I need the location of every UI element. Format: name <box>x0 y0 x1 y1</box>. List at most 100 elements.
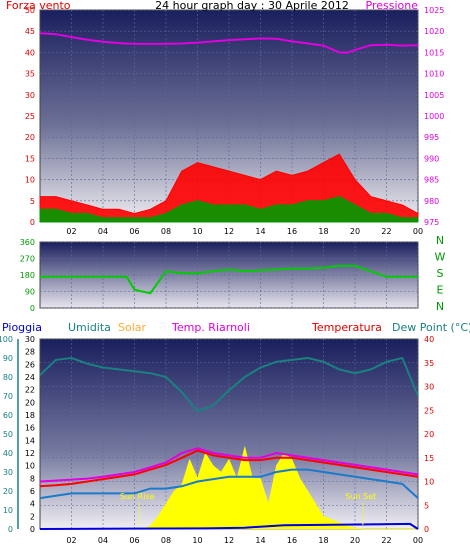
direction-tick-label: 360 <box>20 238 35 247</box>
pressure-axis-label: Pressione <box>366 0 419 12</box>
pressure-tick-label: 1025 <box>424 6 444 15</box>
x-tick-label: 00 <box>413 227 423 236</box>
compass-label: W <box>435 251 446 264</box>
x-tick-label: 08 <box>161 536 171 545</box>
rain-label: Pioggia <box>2 321 42 334</box>
series-line-dew-point-c <box>39 468 419 500</box>
humidity-tick-label: 10 <box>3 506 13 515</box>
compass-label: E <box>437 284 444 297</box>
solar-tick-label: 2 <box>30 512 35 521</box>
compass-label: N <box>436 234 444 247</box>
x-tick-label: 02 <box>66 227 76 236</box>
series-line-pressione <box>39 32 419 54</box>
pressure-tick-label: 1015 <box>424 48 444 57</box>
temperature-tick-label: 0 <box>424 525 429 534</box>
wind-tick-label: 5 <box>30 197 35 206</box>
x-tick-label: 18 <box>318 227 328 236</box>
x-tick-label: 18 <box>318 536 328 545</box>
x-tick-label: 10 <box>192 536 202 545</box>
x-tick-label: 16 <box>287 536 297 545</box>
pressure-tick-label: 980 <box>424 197 439 206</box>
compass-label: N <box>436 300 444 313</box>
humidity-tick-label: 20 <box>3 487 13 496</box>
humidity-tick-label: 60 <box>3 411 13 420</box>
x-tick-label: 02 <box>66 536 76 545</box>
humidity-tick-label: 90 <box>3 354 13 363</box>
solar-tick-label: 28 <box>25 348 35 357</box>
solar-tick-label: 20 <box>25 398 35 407</box>
x-tick-label: 00 <box>413 536 423 545</box>
wind-tick-label: 35 <box>25 70 35 79</box>
solar-tick-label: 8 <box>30 474 35 483</box>
solar-tick-label: 26 <box>25 360 35 369</box>
temperature-tick-label: 20 <box>424 430 434 439</box>
wind-tick-label: 15 <box>25 154 35 163</box>
series-area-vento-medio <box>39 196 419 223</box>
x-tick-label: 12 <box>224 227 234 236</box>
solar-label: Solar <box>118 321 147 334</box>
temperature-tick-label: 40 <box>424 335 434 344</box>
direction-tick-label: 0 <box>30 304 35 313</box>
temperature-label: Temperatura <box>311 321 382 334</box>
wind-tick-label: 10 <box>25 176 35 185</box>
x-tick-label: 12 <box>224 536 234 545</box>
x-tick-label: 06 <box>129 227 139 236</box>
humidity-tick-label: 0 <box>8 525 13 534</box>
temperature-tick-label: 10 <box>424 478 434 487</box>
sunrise-annotation: Sun Rise <box>120 492 155 501</box>
humidity-tick-label: 100 <box>0 335 13 344</box>
temperature-tick-label: 30 <box>424 383 434 392</box>
x-tick-label: 20 <box>350 227 360 236</box>
solar-tick-label: 24 <box>25 373 35 382</box>
humidity-tick-label: 70 <box>3 392 13 401</box>
wind-tick-label: 25 <box>25 112 35 121</box>
chart-title: 24 hour graph day : 30 Aprile 2012 <box>155 0 349 12</box>
humidity-tick-label: 50 <box>3 430 13 439</box>
pressure-tick-label: 1005 <box>424 91 444 100</box>
x-tick-label: 04 <box>98 227 108 236</box>
direction-tick-label: 270 <box>20 255 35 264</box>
solar-tick-label: 18 <box>25 411 35 420</box>
direction-tick-label: 90 <box>25 288 35 297</box>
solar-tick-label: 30 <box>25 335 35 344</box>
x-tick-label: 14 <box>255 227 265 236</box>
wind-tick-label: 20 <box>25 133 35 142</box>
x-tick-label: 04 <box>98 536 108 545</box>
wind-tick-label: 40 <box>25 48 35 57</box>
series-line-direzione <box>40 264 418 295</box>
wind-tick-label: 50 <box>25 6 35 15</box>
direction-tick-label: 180 <box>20 271 35 280</box>
solar-tick-label: 14 <box>25 436 35 445</box>
x-tick-label: 06 <box>129 536 139 545</box>
x-tick-label: 10 <box>192 227 202 236</box>
series-line-temperatura <box>39 449 419 488</box>
temperature-tick-label: 25 <box>424 406 434 415</box>
x-tick-label: 22 <box>381 536 391 545</box>
x-tick-label: 20 <box>350 536 360 545</box>
solar-tick-label: 6 <box>30 487 35 496</box>
solar-tick-label: 22 <box>25 386 35 395</box>
solar-tick-label: 10 <box>25 462 35 471</box>
pressure-tick-label: 1010 <box>424 70 444 79</box>
x-tick-label: 22 <box>381 227 391 236</box>
dewpoint-label: Dew Point (°C) <box>392 321 470 334</box>
solar-tick-label: 12 <box>25 449 35 458</box>
pressure-tick-label: 990 <box>424 154 439 163</box>
humidity-tick-label: 80 <box>3 373 13 382</box>
solar-tick-label: 16 <box>25 424 35 433</box>
sunset-annotation: Sun Set <box>345 492 376 501</box>
series-line-umidita <box>39 356 419 413</box>
x-tick-label: 08 <box>161 227 171 236</box>
humidity-tick-label: 30 <box>3 468 13 477</box>
x-tick-label: 14 <box>255 536 265 545</box>
temperature-tick-label: 5 <box>424 501 429 510</box>
solar-tick-label: 0 <box>30 525 35 534</box>
pressure-tick-label: 1020 <box>424 27 444 36</box>
riarnoli-label: Temp. Riarnoli <box>171 321 250 334</box>
humidity-tick-label: 40 <box>3 449 13 458</box>
series-line-temp-riarnoli <box>39 447 419 483</box>
wind-tick-label: 0 <box>30 218 35 227</box>
series-line-pioggia <box>39 522 419 530</box>
solar-tick-label: 4 <box>30 500 35 509</box>
